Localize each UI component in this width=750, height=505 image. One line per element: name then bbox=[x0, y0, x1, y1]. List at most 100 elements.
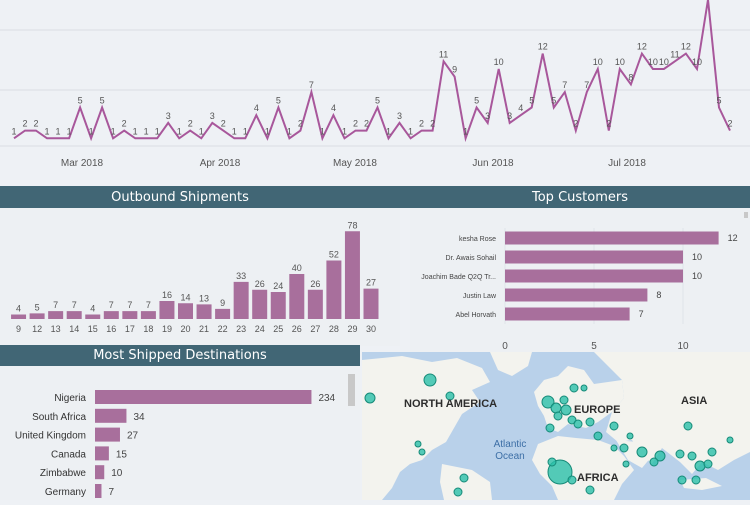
outbound-bar bbox=[29, 313, 45, 319]
outbound-bar bbox=[159, 301, 175, 319]
destinations-data-label: 27 bbox=[127, 431, 139, 442]
map-svg: NORTH AMERICA EUROPE ASIA Atlantic Ocean … bbox=[362, 352, 750, 500]
customers-chart-svg: kesha Rose 12 Dr. Awais Sohail 10 Joachim Ba… bbox=[421, 228, 738, 352]
map-marker bbox=[560, 404, 572, 416]
destinations-category-label: Nigeria bbox=[54, 393, 86, 404]
customers-bar bbox=[505, 288, 648, 302]
outbound-data-label: 33 bbox=[236, 271, 246, 281]
map-markers bbox=[364, 373, 734, 497]
map-marker bbox=[649, 457, 659, 467]
outbound-data-label: 26 bbox=[310, 279, 320, 289]
map-marker bbox=[619, 443, 629, 453]
customers-category-label: Joachim Bade Q2Q Tr... bbox=[421, 274, 496, 281]
line-data-label: 2 bbox=[353, 119, 358, 129]
outbound-data-label: 16 bbox=[162, 290, 172, 300]
line-data-label: 1 bbox=[408, 126, 413, 136]
destinations-bar bbox=[95, 408, 127, 423]
line-data-label: 10 bbox=[593, 57, 603, 67]
line-data-label: 1 bbox=[177, 126, 182, 136]
line-x-tick-label: Mar 2018 bbox=[61, 158, 104, 169]
customers-x-tick-label: 10 bbox=[677, 341, 689, 352]
map-land-greenland bbox=[490, 352, 532, 376]
line-data-label: 1 bbox=[232, 126, 237, 136]
outbound-data-label: 7 bbox=[53, 300, 58, 310]
line-data-label: 1 bbox=[11, 126, 16, 136]
line-data-label: 2 bbox=[221, 119, 226, 129]
line-data-label: 12 bbox=[637, 42, 647, 52]
line-data-label: 10 bbox=[494, 57, 504, 67]
line-data-label: 8 bbox=[628, 72, 633, 82]
customers-bar bbox=[505, 250, 683, 264]
destinations-category-label: United Kingdom bbox=[15, 431, 86, 442]
map-marker bbox=[580, 384, 588, 392]
destinations-data-label: 34 bbox=[133, 412, 145, 423]
map-marker bbox=[636, 446, 648, 458]
destinations-bar bbox=[95, 390, 312, 404]
line-data-label: 3 bbox=[397, 111, 402, 121]
customers-data-label: 12 bbox=[728, 233, 738, 243]
outbound-bar bbox=[307, 289, 323, 319]
map-marker bbox=[677, 475, 687, 485]
outbound-x-tick-label: 14 bbox=[69, 324, 79, 334]
destinations-bar bbox=[95, 484, 102, 498]
top-customers-scrollbar[interactable] bbox=[744, 212, 748, 218]
map-marker bbox=[585, 417, 595, 427]
map-marker bbox=[569, 383, 579, 393]
line-data-label: 7 bbox=[562, 80, 567, 90]
line-data-label: 1 bbox=[111, 126, 116, 136]
outbound-bar bbox=[140, 311, 156, 319]
map-marker bbox=[610, 444, 618, 452]
customers-bar bbox=[505, 231, 719, 245]
outbound-shipments-chart[interactable]: 4 9 5 12 7 13 7 14 4 15 7 16 7 17 7 18 16 19 14 20 13 21 9 22 33… bbox=[0, 208, 400, 346]
line-data-label: 10 bbox=[648, 57, 658, 67]
map-marker bbox=[726, 436, 734, 444]
line-x-tick-label: Jul 2018 bbox=[608, 158, 646, 169]
map-marker bbox=[703, 459, 713, 469]
world-map[interactable]: NORTH AMERICA EUROPE ASIA Atlantic Ocean … bbox=[362, 352, 750, 500]
line-data-label: 5 bbox=[474, 96, 479, 106]
map-marker bbox=[675, 449, 685, 459]
destinations-bar bbox=[95, 427, 120, 442]
outbound-bar bbox=[215, 308, 231, 319]
destinations-chart[interactable]: Nigeria 234 South Africa 34 United Kingdom 27… bbox=[0, 366, 360, 500]
customers-x-tick-label: 0 bbox=[502, 341, 508, 352]
line-data-label: 10 bbox=[692, 57, 702, 67]
top-customers-title: Top Customers bbox=[532, 189, 628, 205]
line-data-label: 1 bbox=[67, 126, 72, 136]
map-label-asia: ASIA bbox=[681, 395, 707, 407]
destinations-header-bar: Most Shipped Destinations bbox=[0, 345, 360, 366]
destinations-category-label: Germany bbox=[45, 487, 86, 498]
outbound-data-label: 78 bbox=[347, 220, 357, 230]
outbound-x-tick-label: 27 bbox=[310, 324, 320, 334]
map-marker bbox=[683, 421, 693, 431]
outbound-x-tick-label: 15 bbox=[88, 324, 98, 334]
customers-category-label: Justin Law bbox=[463, 293, 497, 300]
customers-x-tick-label: 5 bbox=[591, 341, 597, 352]
map-marker bbox=[559, 395, 569, 405]
line-data-label: 1 bbox=[199, 126, 204, 136]
map-marker bbox=[459, 473, 469, 483]
line-data-label: 2 bbox=[188, 119, 193, 129]
outbound-bar bbox=[103, 311, 119, 319]
line-data-label: 1 bbox=[133, 126, 138, 136]
outbound-data-label: 26 bbox=[255, 279, 265, 289]
outbound-x-tick-label: 13 bbox=[51, 324, 61, 334]
outbound-data-label: 40 bbox=[292, 263, 302, 273]
map-marker bbox=[609, 421, 619, 431]
customers-data-label: 10 bbox=[692, 252, 702, 262]
top-customers-chart[interactable]: kesha Rose 12 Dr. Awais Sohail 10 Joachim Ba… bbox=[410, 208, 750, 356]
map-marker bbox=[414, 440, 422, 448]
outbound-bar bbox=[122, 311, 138, 319]
outbound-bar bbox=[48, 311, 64, 319]
destinations-scrollbar-thumb[interactable] bbox=[348, 374, 355, 406]
outbound-bar bbox=[289, 274, 305, 319]
outbound-bar bbox=[178, 303, 193, 319]
destinations-category-label: South Africa bbox=[32, 412, 86, 423]
line-data-label: 1 bbox=[342, 126, 347, 136]
line-data-label: 3 bbox=[166, 111, 171, 121]
outbound-x-tick-label: 12 bbox=[32, 324, 42, 334]
outbound-data-label: 4 bbox=[90, 304, 95, 314]
line-x-tick-label: May 2018 bbox=[333, 158, 377, 169]
map-marker bbox=[694, 460, 706, 472]
